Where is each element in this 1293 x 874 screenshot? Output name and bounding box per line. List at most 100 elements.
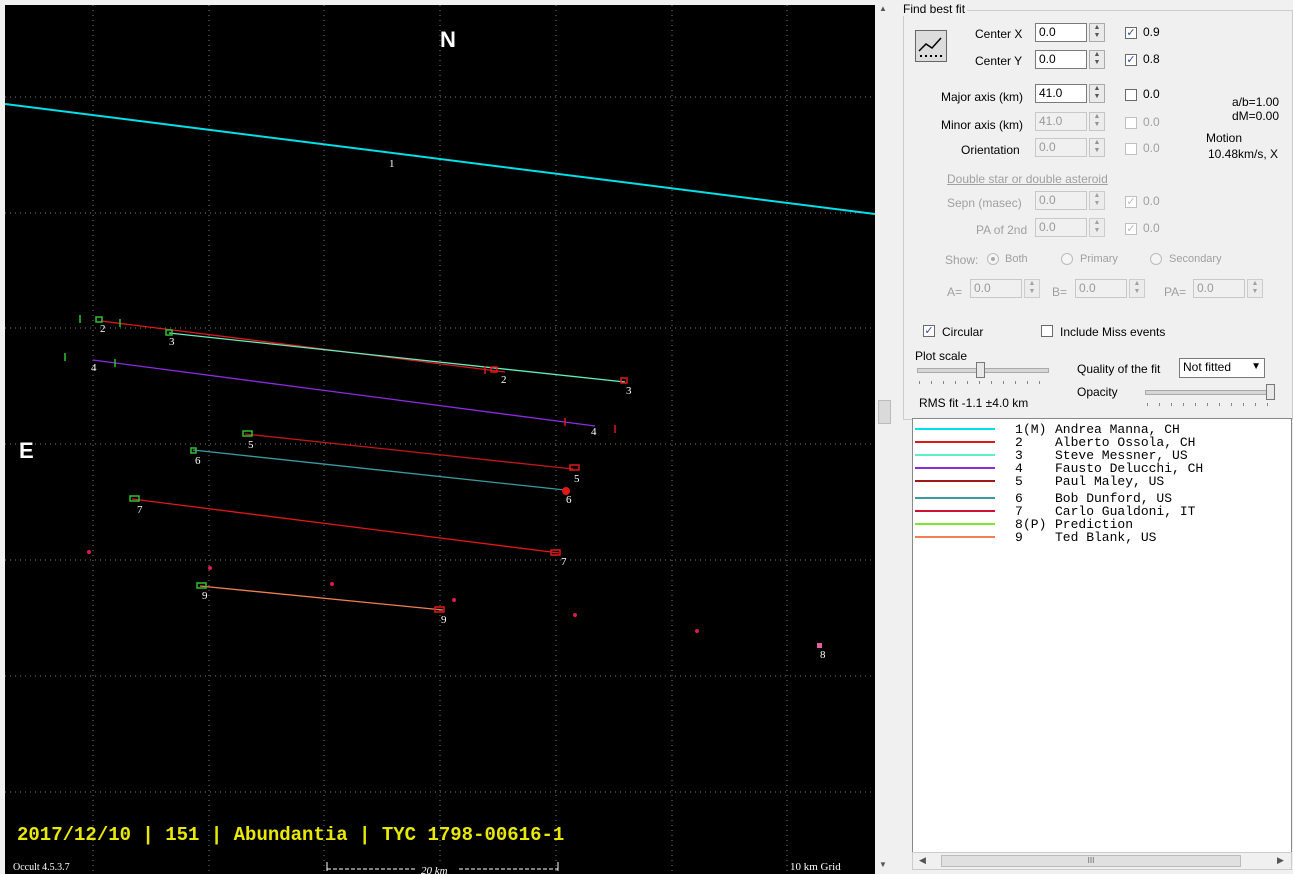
motion-label: Motion	[1206, 131, 1243, 145]
plot-canvas: 1 2 2 3 3 4 4 5 5 6 6 7 7 9 9	[5, 5, 875, 874]
scatter-fit-icon	[918, 37, 942, 57]
chord-label-4b: 4	[591, 426, 597, 438]
scroll-up-icon[interactable]: ▲	[879, 4, 887, 13]
show-secondary-label: Secondary	[1169, 253, 1222, 265]
a-spinner[interactable]: ▲ ▼	[1024, 279, 1040, 298]
legend-row[interactable]: 1 (M) Andrea Manna, CH	[913, 423, 1291, 436]
chord-label-7a: 7	[137, 504, 143, 516]
scroll-down-icon[interactable]: ▼	[879, 860, 887, 869]
center-x-checkbox[interactable]: ✓	[1125, 27, 1137, 39]
legend-swatch	[915, 467, 995, 469]
chord-label-5b: 5	[574, 473, 580, 485]
b-label: B=	[1052, 285, 1068, 299]
legend-row[interactable]: 2 Alberto Ossola, CH	[913, 436, 1291, 449]
plot-vertical-scrollbar[interactable]: ▲ ▼	[876, 0, 893, 874]
center-y-spinner[interactable]: ▲ ▼	[1089, 50, 1105, 69]
observer-legend-list[interactable]: 1 (M) Andrea Manna, CH 2 Alberto Ossola, CH 3…	[912, 418, 1292, 854]
center-x-spinner[interactable]: ▲ ▼	[1089, 23, 1105, 42]
legend-observer-name: Paul Maley, US	[1055, 474, 1165, 489]
scroll-thumb[interactable]	[878, 400, 891, 424]
chord-line-3	[168, 332, 626, 383]
center-y-input[interactable]: 0.0	[1035, 50, 1087, 69]
rms-fit-label: RMS fit -1.1 ±4.0 km	[919, 396, 1029, 410]
a-label: A=	[947, 285, 963, 299]
major-axis-spinner[interactable]: ▲ ▼	[1089, 84, 1105, 103]
major-axis-check-value: 0.0	[1143, 87, 1160, 101]
legend-observer-name: Steve Messner, US	[1055, 448, 1188, 463]
major-axis-input[interactable]: 41.0	[1035, 84, 1087, 103]
scroll-right-icon[interactable]: ▶	[1277, 855, 1284, 865]
legend-row[interactable]: 6 Bob Dunford, US	[913, 492, 1291, 505]
pa2-input[interactable]: 0.0	[1035, 218, 1087, 237]
minor-axis-checkbox[interactable]	[1125, 117, 1137, 129]
legend-swatch	[915, 510, 995, 512]
legend-number: 5	[1015, 474, 1023, 489]
chord-label-2a: 2	[100, 323, 106, 335]
quality-label: Quality of the fit	[1077, 362, 1161, 376]
center-y-checkbox[interactable]: ✓	[1125, 54, 1137, 66]
legend-observer-name: Carlo Gualdoni, IT	[1055, 504, 1196, 519]
major-axis-label: Major axis (km)	[941, 90, 1024, 104]
opacity-slider[interactable]	[1266, 384, 1275, 400]
occultation-plot[interactable]: 1 2 2 3 3 4 4 5 5 6 6 7 7 9 9	[5, 5, 875, 874]
b-spinner[interactable]: ▲ ▼	[1129, 279, 1145, 298]
opacity-track[interactable]	[1145, 390, 1273, 395]
event-markers	[64, 315, 628, 613]
legend-number: 4	[1015, 461, 1023, 476]
orientation-spinner[interactable]: ▲ ▼	[1089, 138, 1105, 157]
pa2-check-value: 0.0	[1143, 221, 1160, 235]
show-primary-label: Primary	[1080, 253, 1118, 265]
orientation-check-value: 0.0	[1143, 141, 1160, 155]
legend-number: 9	[1015, 530, 1023, 545]
plot-scale-slider[interactable]	[976, 362, 985, 378]
center-x-check-value: 0.9	[1143, 25, 1160, 39]
minor-axis-input[interactable]: 41.0	[1035, 112, 1087, 131]
pa2-spinner[interactable]: ▲ ▼	[1089, 218, 1105, 237]
major-axis-checkbox[interactable]	[1125, 89, 1137, 101]
legend-swatch	[915, 441, 995, 443]
sepn-checkbox[interactable]: ✓	[1125, 196, 1137, 208]
quality-select[interactable]: Not fitted ▼	[1179, 358, 1265, 378]
grid-lines	[5, 5, 875, 874]
pa-input[interactable]: 0.0	[1193, 279, 1245, 298]
minor-axis-label: Minor axis (km)	[941, 118, 1024, 132]
north-label: N	[440, 27, 456, 52]
legend-number: 6	[1015, 491, 1023, 506]
plot-scale-label: Plot scale	[915, 349, 968, 363]
chord-label-6a: 6	[195, 455, 201, 467]
circular-label: Circular	[942, 325, 984, 339]
pa2-checkbox[interactable]: ✓	[1125, 223, 1137, 235]
sepn-input[interactable]: 0.0	[1035, 191, 1087, 210]
minor-axis-spinner[interactable]: ▲ ▼	[1089, 112, 1105, 131]
b-input[interactable]: 0.0	[1075, 279, 1127, 298]
center-x-label: Center X	[975, 27, 1023, 41]
legend-swatch	[915, 497, 995, 499]
show-primary-radio[interactable]	[1061, 253, 1073, 265]
sepn-check-value: 0.0	[1143, 194, 1160, 208]
chord-label-9b: 9	[441, 614, 447, 626]
circular-checkbox[interactable]: ✓	[923, 325, 935, 337]
scroll-left-icon[interactable]: ◀	[919, 855, 926, 865]
legend-row[interactable]: 4 Fausto Delucchi, CH	[913, 462, 1291, 475]
a-input[interactable]: 0.0	[970, 279, 1022, 298]
show-both-radio[interactable]	[987, 253, 999, 265]
legend-row[interactable]: 5 Paul Maley, US	[913, 475, 1291, 488]
find-best-fit-button[interactable]	[915, 30, 947, 62]
legend-row[interactable]: 8 (P) Prediction	[913, 518, 1291, 531]
grid-label: 10 km Grid	[790, 861, 841, 873]
legend-scroll-thumb[interactable]: III	[941, 855, 1241, 867]
show-secondary-radio[interactable]	[1150, 253, 1162, 265]
legend-horizontal-scrollbar[interactable]: ◀ III ▶	[912, 852, 1292, 870]
orientation-input[interactable]: 0.0	[1035, 138, 1087, 157]
sepn-spinner[interactable]: ▲ ▼	[1089, 191, 1105, 210]
pa-spinner[interactable]: ▲ ▼	[1247, 279, 1263, 298]
center-x-input[interactable]: 0.0	[1035, 23, 1087, 42]
legend-number: 8	[1015, 517, 1023, 532]
legend-row[interactable]: 7 Carlo Gualdoni, IT	[913, 505, 1291, 518]
miss-points	[87, 550, 822, 648]
legend-number: 1	[1015, 422, 1023, 437]
orientation-checkbox[interactable]	[1125, 143, 1137, 155]
legend-row[interactable]: 3 Steve Messner, US	[913, 449, 1291, 462]
include-miss-checkbox[interactable]	[1041, 325, 1053, 337]
legend-row[interactable]: 9 Ted Blank, US	[913, 531, 1291, 544]
